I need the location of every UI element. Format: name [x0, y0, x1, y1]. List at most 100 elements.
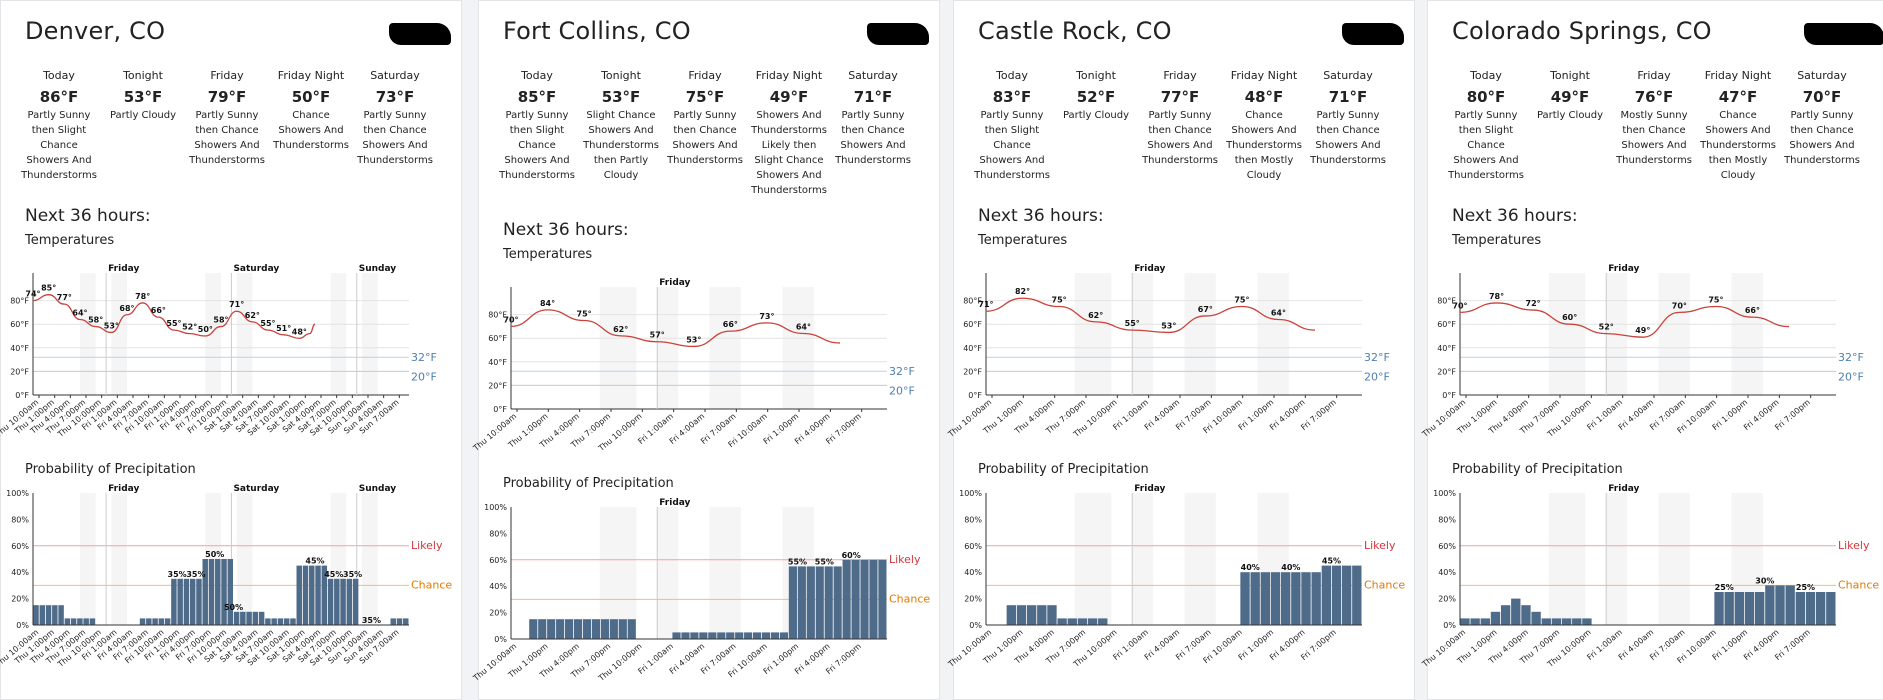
precipitation-bar: [851, 559, 860, 639]
temp-point-label: 84°: [540, 299, 555, 308]
temp-point-label: 51°: [276, 324, 291, 333]
period-description-line: Partly Cloudy: [1536, 110, 1604, 121]
period-description-line: Thunderstorms: [583, 140, 659, 151]
freezing-label: 32°F: [889, 365, 915, 378]
period-description-line: then Chance: [363, 125, 427, 136]
period-description-line: Partly Cloudy: [109, 110, 177, 121]
period-description-line: Thunderstorms: [751, 125, 827, 136]
night-band: [1548, 493, 1586, 625]
period-description-line: Showers And: [672, 140, 738, 151]
period-description: Partly Sunny then Chance Showers And Thunde…: [1780, 108, 1864, 168]
temp-tick-label: 0°F: [1442, 391, 1456, 400]
period-description-line: Partly Sunny: [195, 110, 259, 121]
temp-point-label: 53°: [1161, 321, 1176, 330]
temp-point-label: 57°: [650, 331, 665, 340]
precipitation-chart: 0% 20% 40% 60% 80% 100% Likely Chance Friday 25% 3…: [1420, 484, 1880, 670]
next-36-hours-heading: Next 36 hours:: [503, 220, 629, 240]
precipitation-bar: [171, 578, 177, 625]
temp-point-label: 62°: [1088, 311, 1103, 320]
temp-point-label: 82°: [1015, 287, 1030, 296]
period-description-line: Showers And: [840, 140, 906, 151]
period-description-line: Thunderstorms: [1310, 155, 1386, 166]
temp-point-label: 70°: [503, 315, 518, 324]
precipitation-bar: [208, 559, 215, 625]
precipitation-bar: [1572, 618, 1582, 625]
period-name: Saturday: [370, 69, 420, 82]
city-title: Fort Collins, CO: [503, 17, 691, 45]
period-description-line: then Slight: [509, 125, 565, 136]
precipitation-bar: [1341, 565, 1352, 625]
period-description-line: Showers And: [1315, 140, 1381, 151]
forecast-period: Friday Night 49°F Showers And Thunderstorms…: [747, 69, 831, 198]
period-temp: 50°F: [291, 88, 331, 106]
period-temp: 49°F: [1550, 88, 1590, 106]
forecast-period: Tonight 52°F Partly Cloudy: [1054, 69, 1138, 123]
forecast-period: Tonight 49°F Partly Cloudy: [1528, 69, 1612, 123]
precipitation-bar: [1087, 618, 1098, 625]
period-description-line: Thunderstorms: [21, 170, 97, 181]
pop-tick-label: 100%: [6, 489, 29, 498]
precipitation-bar: [1240, 572, 1250, 625]
precipitation-bar: [1301, 572, 1311, 625]
period-temp: 47°F: [1718, 88, 1758, 106]
precipitation-bar: [271, 618, 277, 625]
period-name: Friday: [688, 69, 722, 82]
precipitation-bar: [1057, 618, 1067, 625]
temp-tick-label: 60°F: [10, 320, 29, 329]
precipitation-bar: [761, 632, 771, 639]
pop-tick-label: 40%: [489, 582, 507, 591]
period-description-line: then Chance: [1316, 125, 1380, 136]
temp-point-label: 85°: [41, 284, 56, 293]
night-band: [599, 507, 637, 639]
forecast-card: Colorado Springs, CO Today 80°F Partly Sunn…: [1420, 0, 1883, 700]
period-name: Friday Night: [755, 69, 823, 82]
period-description-line: Thunderstorms: [974, 170, 1050, 181]
day-label: Saturday: [233, 264, 279, 274]
twenty-degree-label: 20°F: [889, 384, 915, 397]
precipitation-bar: [1460, 618, 1470, 625]
precipitation-heading: Probability of Precipitation: [25, 462, 196, 477]
pop-tick-label: 60%: [489, 556, 507, 565]
forecast-period: Friday 79°F Partly Sunny then Chance Showers…: [185, 69, 269, 168]
day-label: Friday: [108, 484, 139, 494]
temperature-line: [985, 297, 1316, 334]
forecast-period: Today 83°F Partly Sunny then Slight Chance Sh…: [970, 69, 1054, 183]
precipitation-bar: [1250, 572, 1260, 625]
period-description-line: Thunderstorms: [1226, 140, 1302, 151]
temp-point-label: 73°: [759, 312, 774, 321]
temperatures-heading: Temperatures: [503, 247, 593, 262]
night-band: [236, 273, 253, 395]
precipitation-bar: [538, 619, 547, 639]
temp-tick-label: 40°F: [963, 344, 982, 353]
temp-point-label: 78°: [135, 292, 150, 301]
pop-tick-label: 20%: [489, 609, 507, 618]
city-title: Castle Rock, CO: [978, 17, 1172, 45]
temp-point-label: 70°: [1452, 301, 1467, 310]
forecast-period: Tonight 53°F Slight Chance Showers And Thund…: [579, 69, 663, 183]
temp-point-label: 53°: [686, 335, 701, 344]
temp-point-label: 49°: [1635, 326, 1650, 335]
forecast-period: Today 86°F Partly Sunny then Slight Chance Sh…: [17, 69, 101, 183]
temp-tick-label: 20°F: [1437, 367, 1456, 376]
precipitation-bar: [1352, 565, 1362, 625]
redacted-logo: [867, 23, 929, 45]
precipitation-bar: [246, 611, 252, 625]
precipitation-bar: [1826, 592, 1836, 625]
period-name: Tonight: [123, 69, 163, 82]
precipitation-bar: [770, 632, 780, 639]
period-description-line: Showers And: [362, 140, 428, 151]
day-label: Friday: [1608, 484, 1639, 494]
likely-label: Likely: [1838, 539, 1870, 552]
pop-tick-label: 60%: [1438, 542, 1456, 551]
period-name: Saturday: [1797, 69, 1847, 82]
period-name: Friday: [210, 69, 244, 82]
pop-x-tick-label: Fri 7:00pm: [824, 642, 863, 677]
period-description-line: Thunderstorms: [835, 155, 911, 166]
precipitation-bar: [164, 618, 171, 625]
forecast-card: Denver, CO Today 86°F Partly Sunny then Slig…: [0, 0, 462, 700]
precipitation-bar: [58, 605, 64, 625]
precipitation-bar: [327, 578, 334, 625]
precipitation-bar: [529, 619, 538, 639]
temp-tick-label: 40°F: [1437, 344, 1456, 353]
